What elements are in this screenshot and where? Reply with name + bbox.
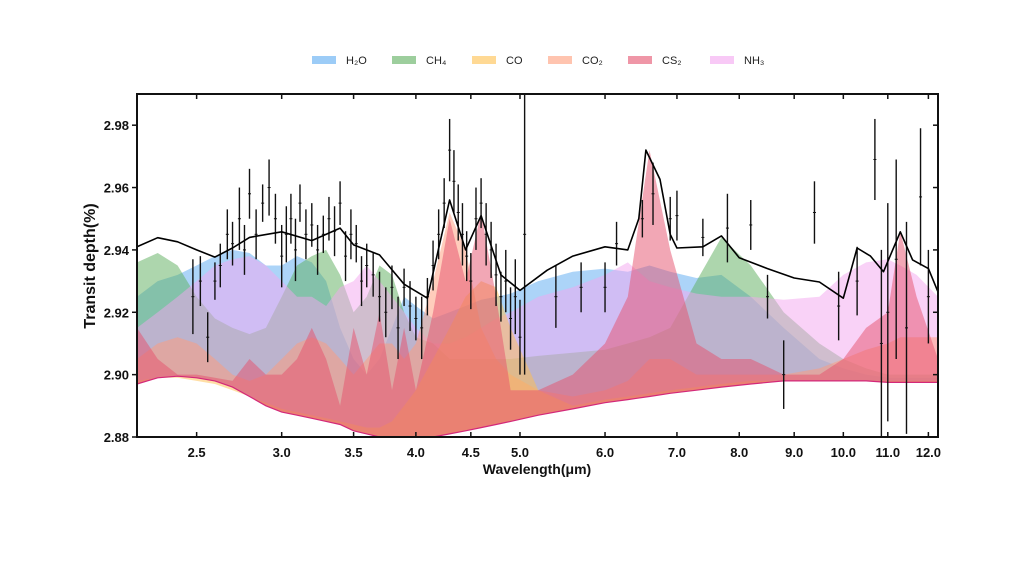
legend-item: H₂O (312, 55, 367, 67)
legend-label: CH₄ (426, 55, 447, 67)
y-tick-label: 2.90 (104, 368, 129, 383)
species-areas (137, 150, 938, 437)
observation-errorbars (191, 94, 930, 437)
area-CS₂ (137, 150, 938, 437)
x-axis-label: Wavelength(μm) (483, 461, 591, 477)
x-tick-label: 4.0 (407, 445, 425, 460)
baseline-line (137, 375, 938, 437)
x-tick-label: 3.0 (273, 445, 291, 460)
x-tick-label: 6.0 (596, 445, 614, 460)
y-tick-label: 2.94 (104, 243, 130, 258)
x-tick-label: 10.0 (831, 445, 856, 460)
plot-frame (136, 93, 939, 438)
legend-label: CO₂ (582, 55, 603, 67)
legend: H₂O CH₄ CO CO₂ CS₂ NH₃ (312, 55, 764, 67)
x-tick-label: 5.0 (511, 445, 529, 460)
x-tick-label: 11.0 (875, 445, 900, 460)
legend-item: CH₄ (392, 55, 447, 67)
legend-swatch (628, 56, 652, 64)
x-tick-label: 4.5 (462, 445, 480, 460)
x-tick-label: 9.0 (785, 445, 803, 460)
y-tick-label: 2.98 (104, 118, 129, 133)
legend-item: CO₂ (548, 55, 603, 67)
x-tick-label: 2.5 (188, 445, 206, 460)
legend-swatch (392, 56, 416, 64)
legend-swatch (312, 56, 336, 64)
x-tick-label: 3.5 (345, 445, 363, 460)
legend-swatch (472, 56, 496, 64)
legend-item: CS₂ (628, 55, 682, 67)
legend-swatch (710, 56, 734, 64)
legend-swatch (548, 56, 572, 64)
y-tick-label: 2.92 (104, 305, 129, 320)
y-tick-label: 2.88 (104, 430, 129, 445)
legend-label: H₂O (346, 55, 367, 67)
legend-label: NH₃ (744, 55, 764, 67)
model-line (137, 149, 938, 299)
y-tick-label: 2.96 (104, 181, 129, 196)
y-axis-label: Transit depth(%) (82, 203, 99, 328)
x-tick-label: 8.0 (730, 445, 748, 460)
model-line-group (137, 149, 938, 299)
legend-item: NH₃ (710, 55, 764, 67)
legend-item: CO (472, 55, 523, 67)
legend-label: CS₂ (662, 55, 682, 67)
axes: 2.5 3.0 3.5 4.0 4.5 5.0 6.0 7.0 8.0 9.0 10.0 11.0 12… (104, 94, 941, 460)
legend-label: CO (506, 55, 523, 67)
x-tick-label: 7.0 (668, 445, 686, 460)
x-tick-label: 12.0 (916, 445, 941, 460)
